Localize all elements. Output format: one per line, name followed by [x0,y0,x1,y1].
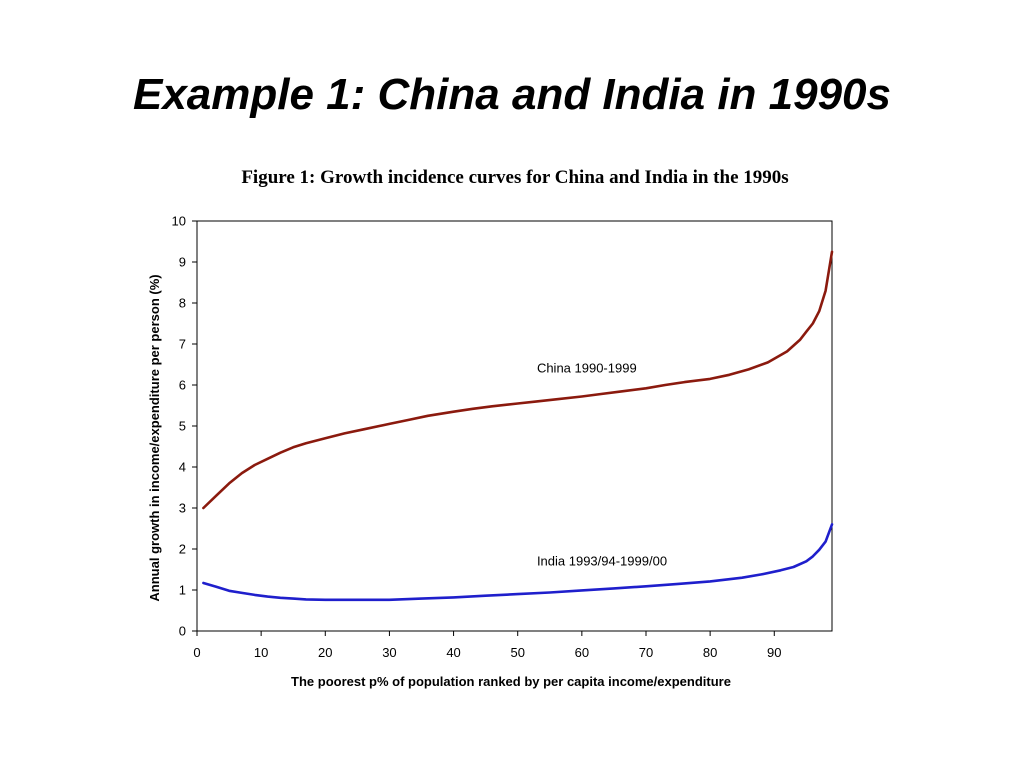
y-tick-label: 7 [179,337,186,352]
y-tick-label: 6 [179,378,186,393]
series-labels: China 1990-1999 India 1993/94-1999/00 [537,361,667,569]
y-tick-label: 2 [179,542,186,557]
y-tick-label: 3 [179,501,186,516]
y-tick-label: 9 [179,255,186,270]
chart-title: Figure 1: Growth incidence curves for Ch… [241,167,789,188]
y-tick-label: 8 [179,296,186,311]
india-series-label: India 1993/94-1999/00 [537,553,667,568]
y-tick-label: 1 [179,583,186,598]
axis-ticks: 0 1 2 3 4 5 6 7 8 9 10 0 10 20 30 40 50 60 70 80 90 [172,214,782,661]
x-tick-label: 70 [639,645,653,660]
y-tick-label: 5 [179,419,186,434]
y-axis-title: Annual growth in income/expenditure per … [147,274,162,601]
y-tick-label: 0 [179,624,186,639]
x-tick-label: 0 [193,645,200,660]
x-tick-label: 50 [510,645,524,660]
india-series-line [202,523,834,602]
slide-title: Example 1: China and India in 1990s [132,70,892,119]
china-series-line [202,250,834,510]
x-tick-label: 20 [318,645,332,660]
plot-area [196,220,833,632]
x-tick-label: 30 [382,645,396,660]
x-tick-label: 10 [254,645,268,660]
x-tick-label: 90 [767,645,781,660]
x-tick-label: 40 [446,645,460,660]
x-tick-label: 80 [703,645,717,660]
x-tick-label: 60 [575,645,589,660]
china-series-label: China 1990-1999 [537,361,637,376]
series-lines [202,250,834,602]
y-tick-label: 4 [179,460,186,475]
y-tick-label: 10 [172,214,186,229]
x-axis-title: The poorest p% of population ranked by p… [291,674,731,689]
